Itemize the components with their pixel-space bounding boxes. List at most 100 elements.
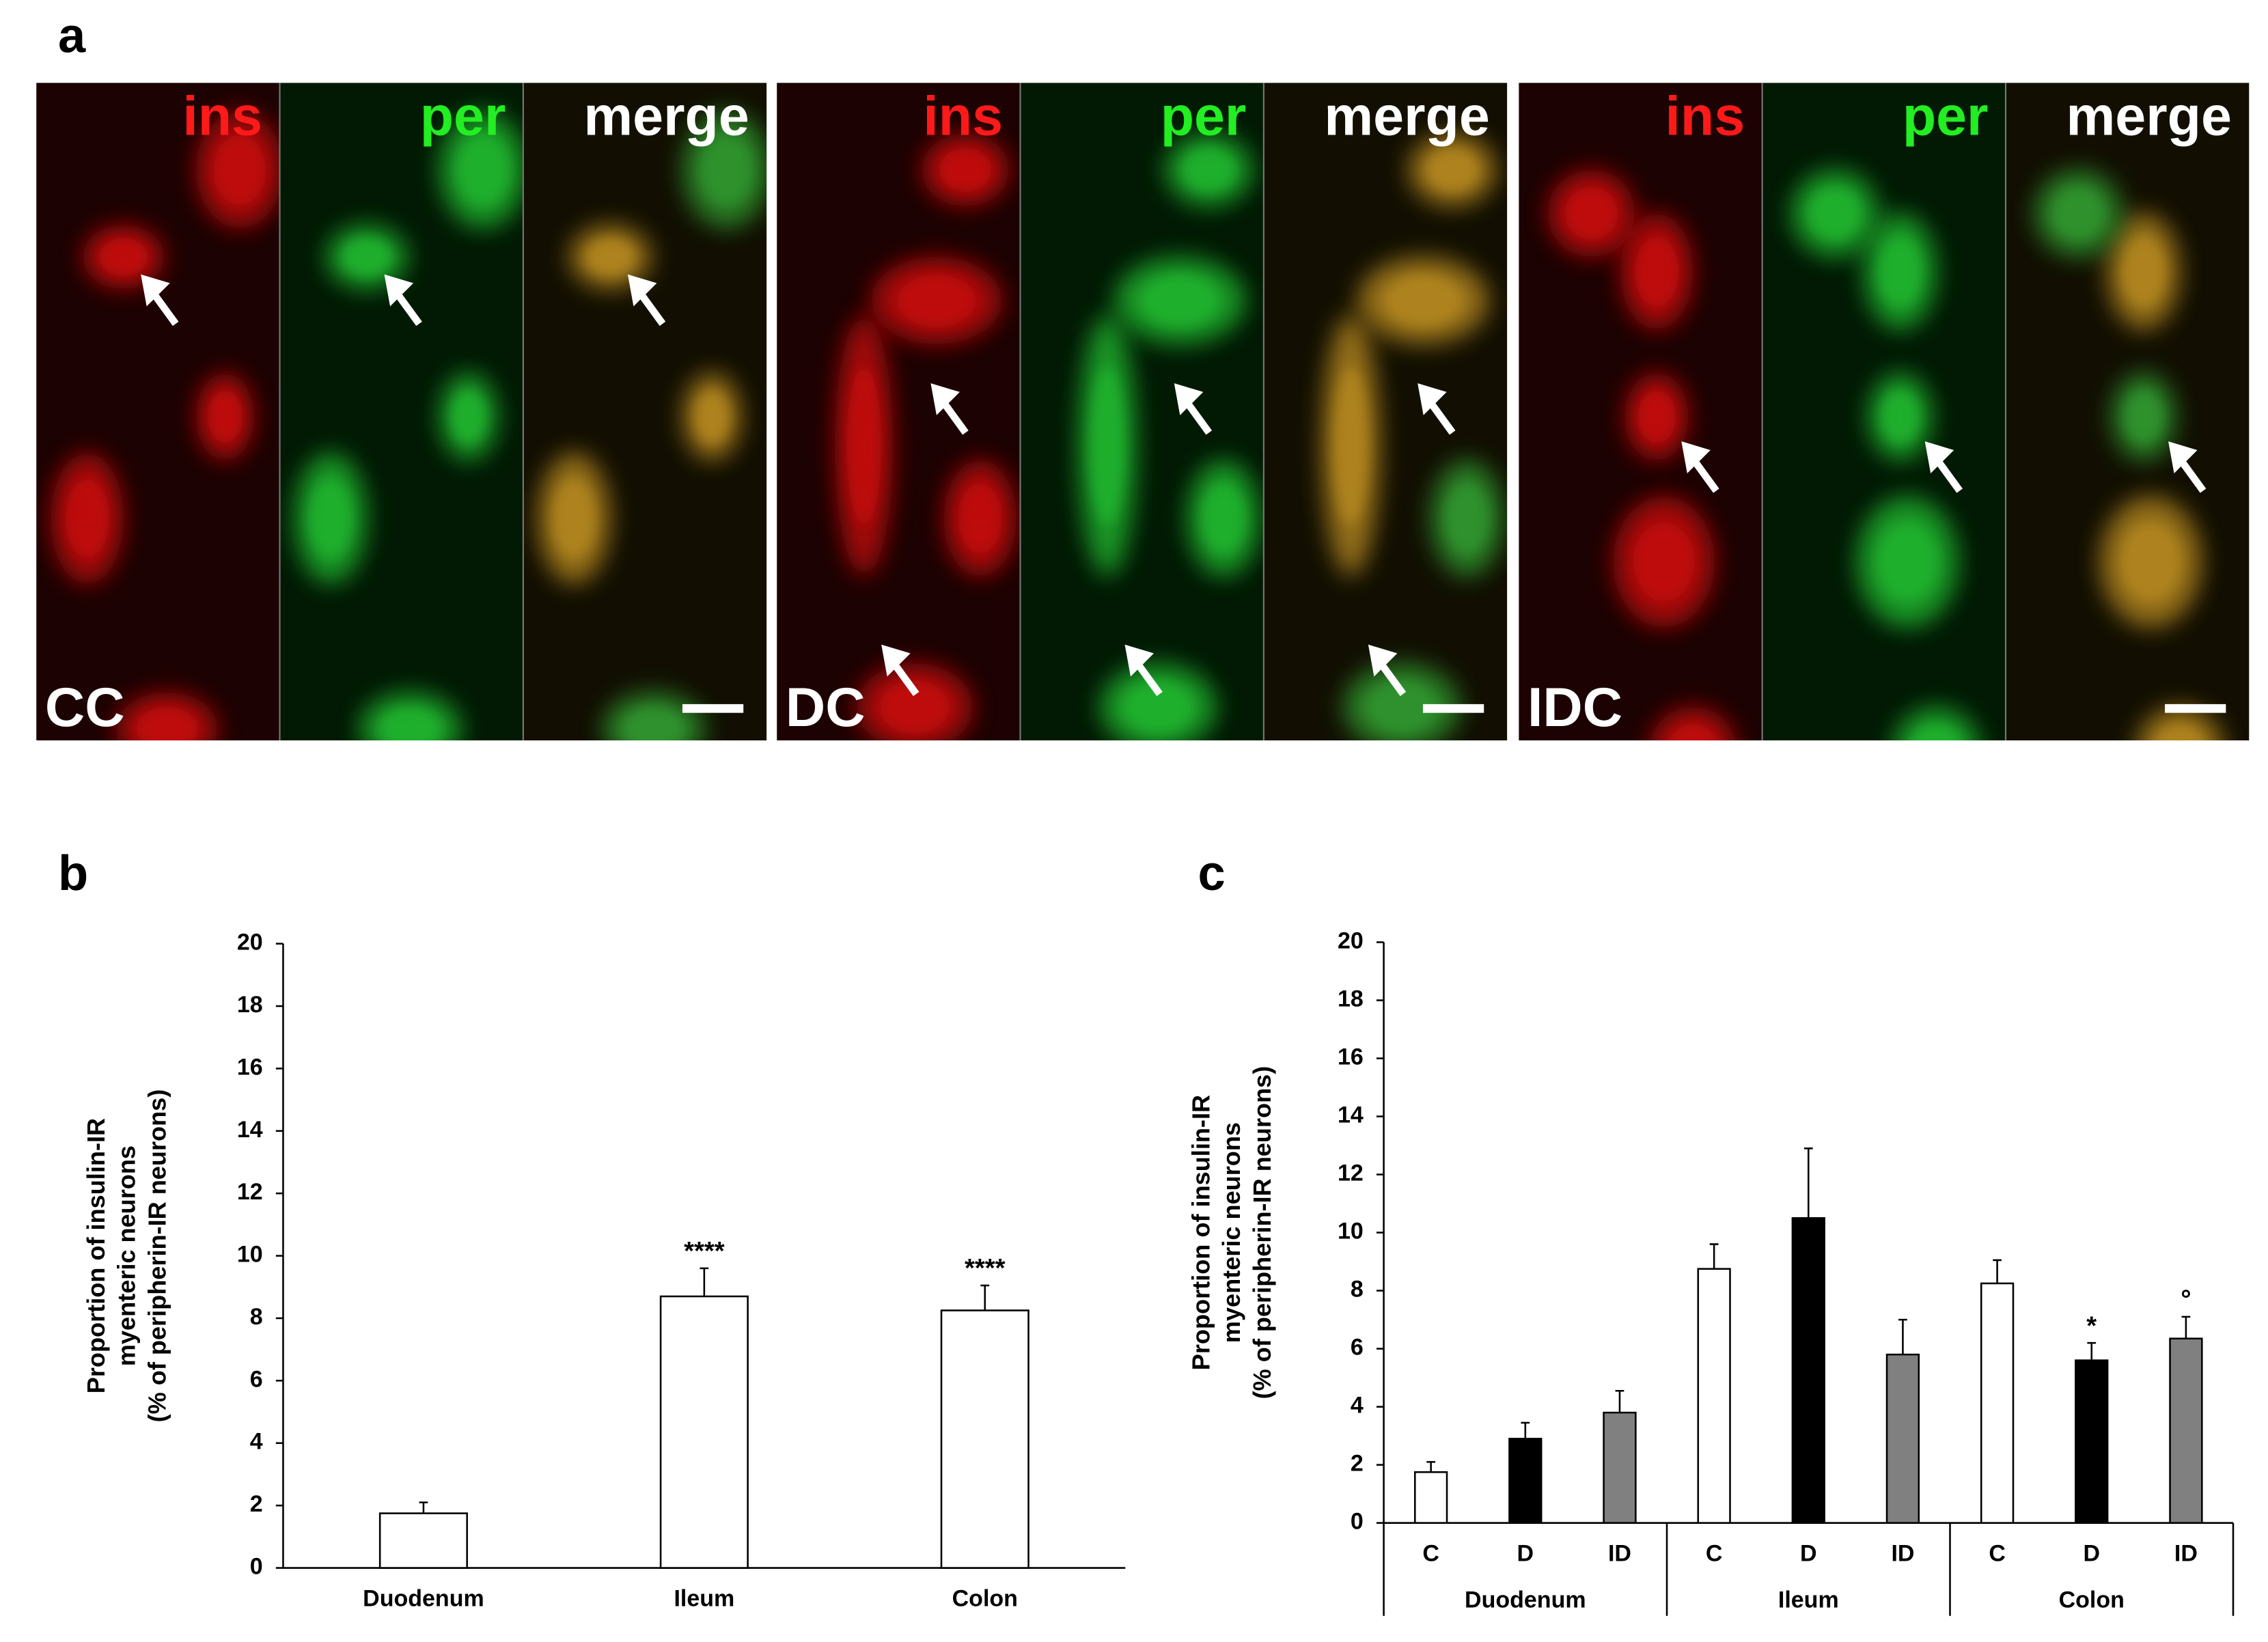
cell-core: [2124, 390, 2163, 443]
cell-core: [1881, 390, 1920, 443]
x-tick-label: C: [1706, 1540, 1723, 1566]
micrograph: [1519, 83, 1762, 741]
cell-core: [880, 680, 950, 734]
error-bar: [700, 1267, 709, 1296]
y-tick-label: 10: [237, 1242, 263, 1268]
significance-label: *: [2086, 1311, 2097, 1340]
arrow-head: [1368, 644, 1398, 677]
cell-core: [342, 238, 391, 277]
arrow-shaft: [1133, 660, 1163, 697]
arrow-head: [384, 274, 414, 307]
group-label: Colon: [2059, 1587, 2125, 1613]
x-tick-label: D: [1800, 1540, 1817, 1566]
bar: [2075, 1359, 2109, 1524]
cell-core: [1878, 236, 1922, 307]
cell-core: [1669, 724, 1717, 741]
cell-core: [1183, 148, 1236, 192]
arrow-shaft: [1690, 456, 1719, 493]
cell-core: [1912, 724, 1961, 741]
y-axis-label: Proportion of insulin-IR: [1187, 1095, 1215, 1370]
arrow-head: [930, 383, 960, 415]
bar: [1414, 1471, 1448, 1524]
cell-core: [585, 238, 635, 277]
arrow-head: [1174, 383, 1204, 415]
significance-label: ****: [965, 1253, 1006, 1283]
cell-core: [1140, 274, 1219, 327]
y-tick-label: 20: [237, 930, 263, 956]
micrograph: [1263, 83, 1508, 741]
error-bar: [2181, 1316, 2191, 1339]
group-label: CC: [45, 677, 125, 738]
x-tick-label: C: [1989, 1540, 2006, 1566]
x-tick-label: Duodenum: [363, 1585, 484, 1611]
bar: [2169, 1337, 2203, 1524]
cell: [1650, 707, 1736, 741]
y-tick-label: 8: [250, 1304, 263, 1330]
cell-core: [456, 135, 510, 205]
significance-label: °: [2181, 1285, 2191, 1314]
cell-core: [1808, 187, 1862, 240]
arrow-head: [881, 644, 911, 677]
error-bar: [1615, 1389, 1624, 1413]
error-bar: [1521, 1421, 1530, 1439]
cell-core: [65, 479, 109, 558]
y-tick-label: 20: [1338, 928, 1364, 954]
arrow-shaft: [1183, 398, 1213, 435]
micrograph: [523, 83, 767, 741]
channel-label: merge: [2066, 86, 2231, 148]
arrow-shaft: [636, 290, 666, 326]
panel-label: a: [58, 9, 86, 64]
cell-core: [1426, 148, 1479, 192]
scale-bar: [682, 704, 744, 713]
arrow-shaft: [2176, 456, 2207, 493]
cell-core: [897, 274, 976, 327]
cell-core: [846, 367, 882, 525]
bar: [1980, 1282, 2015, 1524]
y-tick-label: 8: [1351, 1277, 1364, 1303]
cell-core: [1445, 483, 1489, 553]
micrograph: [777, 83, 1021, 741]
arrow-head: [141, 274, 170, 307]
y-tick-label: 14: [237, 1117, 263, 1143]
cell-core: [2155, 724, 2204, 741]
micrograph: [36, 83, 280, 741]
error-bar: [419, 1501, 428, 1514]
channel-label: ins: [182, 86, 262, 148]
arrow-shaft: [889, 660, 919, 697]
x-tick-label: C: [1422, 1540, 1439, 1566]
y-tick-label: 16: [237, 1054, 263, 1080]
micrograph: [2005, 83, 2250, 741]
channel-label: ins: [923, 86, 1003, 148]
cell-core: [2122, 236, 2166, 307]
bar: [1697, 1268, 1731, 1524]
y-tick-label: 10: [1338, 1219, 1364, 1244]
error-bar: [1803, 1147, 1813, 1219]
panel-label: c: [1198, 846, 1226, 901]
y-tick-label: 6: [250, 1366, 263, 1392]
error-bar: [1709, 1243, 1719, 1269]
significance-label: ****: [684, 1236, 725, 1266]
arrow-shaft: [1933, 456, 1963, 493]
group-label: IDC: [1527, 677, 1622, 738]
y-tick-label: 16: [1338, 1044, 1364, 1070]
error-bar: [980, 1284, 990, 1311]
y-tick-label: 14: [1338, 1102, 1364, 1128]
bar: [1885, 1353, 1920, 1524]
channel-label: per: [420, 86, 506, 148]
micrograph: [1762, 83, 2006, 741]
cell-core: [1384, 274, 1463, 327]
cell-core: [2052, 187, 2105, 240]
bar: [378, 1512, 468, 1569]
panel-label: b: [58, 846, 88, 901]
charts: Proportion of insulin-IR myenteric neuron…: [82, 928, 2235, 1616]
error-bar: [1426, 1461, 1436, 1473]
group-label: Duodenum: [1465, 1587, 1586, 1613]
y-tick-label: 12: [237, 1179, 263, 1205]
cell-core: [552, 479, 596, 558]
scale-bar: [2165, 704, 2226, 713]
y-axis-label: Proportion of insulin-IR: [82, 1118, 110, 1393]
bar: [1508, 1438, 1543, 1524]
bar-chart: Proportion of insulin-IR myenteric neuron…: [82, 930, 1126, 1611]
arrow-head: [1124, 644, 1154, 677]
